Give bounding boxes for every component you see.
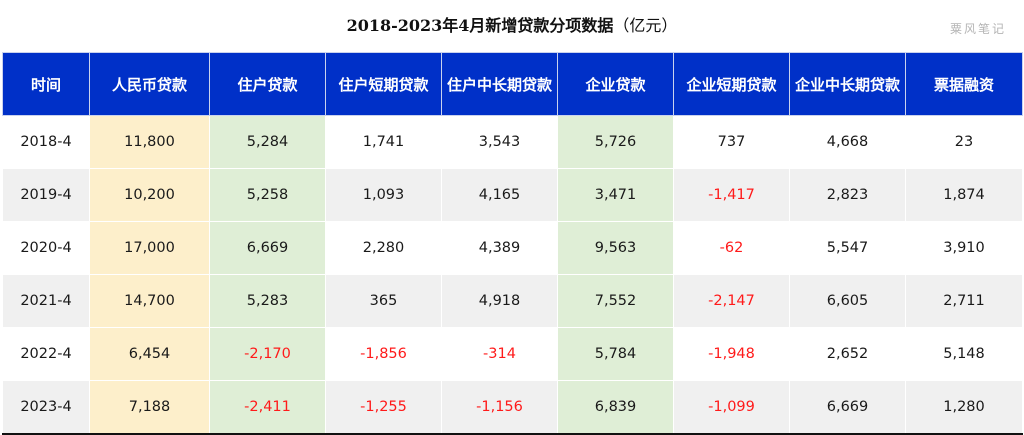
table-row: 2023-4 7,188 -2,411 -1,255 -1,156 6,839 -1,099…	[2, 380, 1023, 435]
title-unit: （亿元）	[613, 16, 678, 35]
header-time: 时间	[2, 52, 90, 116]
header-enterprise-long-term: 企业中长期贷款	[789, 52, 906, 116]
header-household-short-term: 住户短期贷款	[325, 52, 442, 116]
cell-rmb-loans: 14,700	[89, 274, 210, 328]
cell-time: 2022-4	[2, 327, 90, 381]
cell-enterprise-long-term: 2,823	[789, 168, 906, 222]
cell-household-short-term: 1,093	[325, 168, 442, 222]
cell-time: 2018-4	[2, 115, 90, 169]
table-row: 2021-4 14,700 5,283 365 4,918 7,552 -2,147 6,60…	[2, 274, 1023, 328]
table-row: 2020-4 17,000 6,669 2,280 4,389 9,563 -62 5,547…	[2, 221, 1023, 275]
cell-time: 2020-4	[2, 221, 90, 275]
header-bill-financing: 票据融资	[905, 52, 1023, 116]
cell-enterprise-long-term: 6,605	[789, 274, 906, 328]
cell-rmb-loans: 6,454	[89, 327, 210, 381]
watermark: 粟风笔记	[949, 22, 1006, 36]
cell-time: 2019-4	[2, 168, 90, 222]
cell-bill-financing: 1,874	[905, 168, 1023, 222]
table-row: 2018-4 11,800 5,284 1,741 3,543 5,726 737 4,668…	[2, 115, 1023, 169]
cell-enterprise-long-term: 5,547	[789, 221, 906, 275]
cell-household-long-term: -314	[441, 327, 558, 381]
cell-enterprise-long-term: 6,669	[789, 380, 906, 435]
cell-enterprise-loans: 5,784	[557, 327, 674, 381]
cell-bill-financing: 1,280	[905, 380, 1023, 435]
cell-enterprise-long-term: 2,652	[789, 327, 906, 381]
cell-rmb-loans: 7,188	[89, 380, 210, 435]
header-rmb-loans: 人民币贷款	[89, 52, 210, 116]
cell-household-short-term: 1,741	[325, 115, 442, 169]
header-household-loans: 住户贷款	[209, 52, 326, 116]
loan-data-table: 时间 人民币贷款 住户贷款 住户短期贷款 住户中长期贷款 企业贷款 企业短期贷款…	[2, 52, 1023, 435]
cell-rmb-loans: 17,000	[89, 221, 210, 275]
cell-household-loans: 5,258	[209, 168, 326, 222]
cell-household-long-term: 3,543	[441, 115, 558, 169]
cell-household-long-term: -1,156	[441, 380, 558, 435]
cell-enterprise-loans: 3,471	[557, 168, 674, 222]
cell-household-short-term: 2,280	[325, 221, 442, 275]
table-row: 2019-4 10,200 5,258 1,093 4,165 3,471 -1,417 2,…	[2, 168, 1023, 222]
cell-bill-financing: 2,711	[905, 274, 1023, 328]
cell-enterprise-loans: 9,563	[557, 221, 674, 275]
cell-household-long-term: 4,389	[441, 221, 558, 275]
cell-enterprise-loans: 6,839	[557, 380, 674, 435]
cell-household-long-term: 4,165	[441, 168, 558, 222]
cell-enterprise-short-term: -1,099	[673, 380, 790, 435]
header-enterprise-loans: 企业贷款	[557, 52, 674, 116]
cell-household-loans: 5,284	[209, 115, 326, 169]
cell-enterprise-long-term: 4,668	[789, 115, 906, 169]
title-main: 2018-2023年4月新增贷款分项数据	[346, 16, 614, 35]
cell-enterprise-short-term: -1,417	[673, 168, 790, 222]
cell-bill-financing: 3,910	[905, 221, 1023, 275]
cell-bill-financing: 23	[905, 115, 1023, 169]
cell-enterprise-loans: 7,552	[557, 274, 674, 328]
cell-time: 2021-4	[2, 274, 90, 328]
header-row: 时间 人民币贷款 住户贷款 住户短期贷款 住户中长期贷款 企业贷款 企业短期贷款…	[2, 52, 1023, 116]
cell-household-long-term: 4,918	[441, 274, 558, 328]
table-title: 2018-2023年4月新增贷款分项数据（亿元）	[0, 12, 1024, 36]
cell-time: 2023-4	[2, 380, 90, 435]
cell-household-loans: -2,411	[209, 380, 326, 435]
cell-enterprise-loans: 5,726	[557, 115, 674, 169]
cell-household-loans: 6,669	[209, 221, 326, 275]
cell-bill-financing: 5,148	[905, 327, 1023, 381]
cell-household-short-term: -1,856	[325, 327, 442, 381]
cell-enterprise-short-term: -2,147	[673, 274, 790, 328]
cell-rmb-loans: 10,200	[89, 168, 210, 222]
cell-household-loans: -2,170	[209, 327, 326, 381]
cell-enterprise-short-term: -1,948	[673, 327, 790, 381]
cell-enterprise-short-term: 737	[673, 115, 790, 169]
table-row: 2022-4 6,454 -2,170 -1,856 -314 5,784 -1,948 2,…	[2, 327, 1023, 381]
cell-enterprise-short-term: -62	[673, 221, 790, 275]
cell-household-short-term: -1,255	[325, 380, 442, 435]
cell-household-loans: 5,283	[209, 274, 326, 328]
cell-rmb-loans: 11,800	[89, 115, 210, 169]
header-household-long-term: 住户中长期贷款	[441, 52, 558, 116]
cell-household-short-term: 365	[325, 274, 442, 328]
header-enterprise-short-term: 企业短期贷款	[673, 52, 790, 116]
